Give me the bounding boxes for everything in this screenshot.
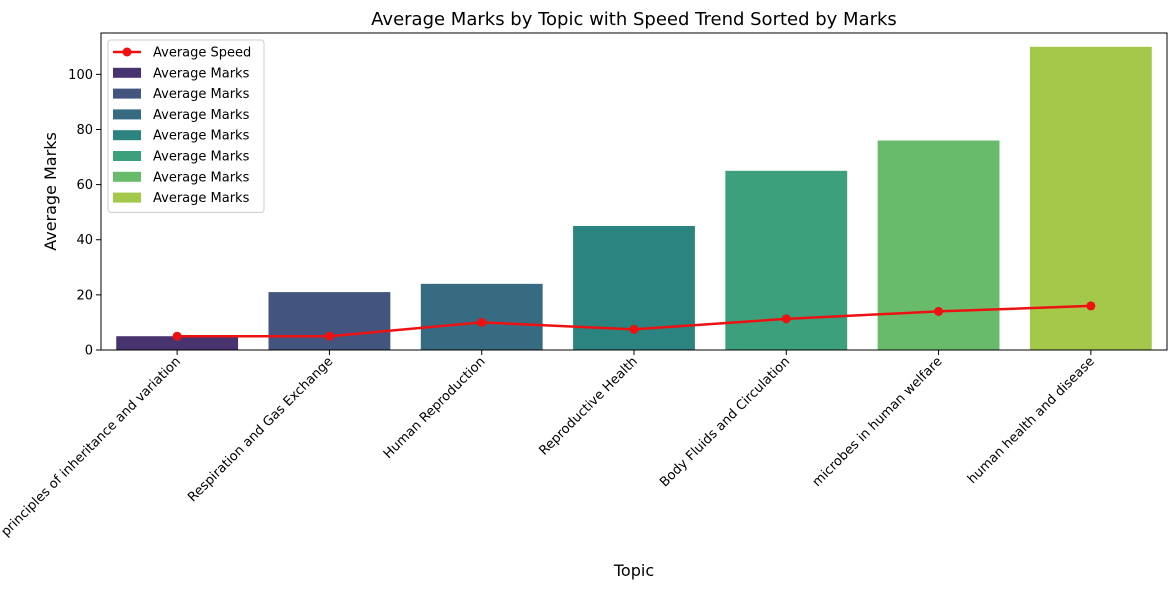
speed-point-6 xyxy=(934,306,944,316)
y-axis-label: Average Marks xyxy=(41,132,60,251)
x-tick-label: principles of inheritance and variation xyxy=(0,354,184,540)
speed-point-1 xyxy=(172,331,182,341)
speed-point-2 xyxy=(324,331,334,341)
legend-patch-swatch xyxy=(113,88,141,99)
legend-label: Average Marks xyxy=(153,66,250,81)
y-tick-label: 0 xyxy=(85,344,93,359)
x-tick-label: human health and disease xyxy=(965,354,1098,487)
legend-label: Average Speed xyxy=(153,46,251,61)
speed-point-7 xyxy=(1086,301,1096,311)
legend-dot-swatch xyxy=(122,47,132,57)
bar-6 xyxy=(877,140,1000,350)
legend-patch-swatch xyxy=(113,192,141,203)
legend-label: Average Marks xyxy=(153,170,250,185)
y-axis: 0 20 40 60 80 100 xyxy=(68,68,101,359)
legend-label: Average Marks xyxy=(153,129,250,144)
plot-frame xyxy=(100,32,1168,351)
x-tick-label: microbes in human welfare xyxy=(810,354,946,490)
legend-patch-swatch xyxy=(113,67,141,78)
legend-label: Average Marks xyxy=(153,87,250,102)
bars-group xyxy=(116,46,1152,350)
x-tick-label: Respiration and Gas Exchange xyxy=(185,354,336,505)
x-axis: principles of inheritance and variation R… xyxy=(0,350,1098,540)
chart-title: Average Marks by Topic with Speed Trend … xyxy=(371,9,897,30)
y-tick-label: 40 xyxy=(76,233,93,248)
legend-label: Average Marks xyxy=(153,191,250,206)
legend-label: Average Marks xyxy=(153,108,250,123)
x-axis-label: Topic xyxy=(613,561,654,580)
legend-box xyxy=(107,39,265,213)
bar-3 xyxy=(420,283,543,350)
legend-patch-swatch xyxy=(113,151,141,161)
speed-point-3 xyxy=(477,317,487,327)
legend-label: Average Marks xyxy=(153,150,250,165)
y-tick-label: 60 xyxy=(76,178,93,193)
speed-point-4 xyxy=(629,324,639,334)
x-tick-label: Reproductive Health xyxy=(536,354,640,458)
speed-point-5 xyxy=(781,314,791,324)
bar-2 xyxy=(268,292,391,350)
bar-1 xyxy=(116,336,239,350)
legend-patch-swatch xyxy=(113,109,141,120)
y-tick-label: 20 xyxy=(76,288,93,303)
x-tick-label: Body Fluids and Circulation xyxy=(657,354,793,490)
legend-patch-swatch xyxy=(113,130,141,141)
y-tick-label: 80 xyxy=(76,123,93,138)
speed-line-group xyxy=(172,301,1096,341)
y-tick-label: 100 xyxy=(68,68,93,83)
bar-7 xyxy=(1029,46,1152,350)
x-tick-label: Human Reproduction xyxy=(381,354,489,462)
legend: Average Speed Average Marks Average Marks A… xyxy=(107,39,265,213)
legend-patch-swatch xyxy=(113,171,141,182)
